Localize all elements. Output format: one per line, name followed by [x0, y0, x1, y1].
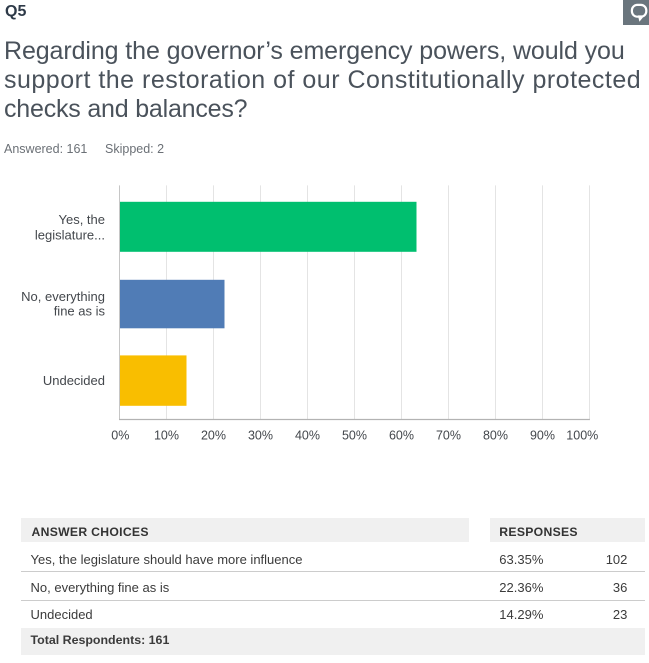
svg-text:100%: 100% [566, 428, 598, 442]
svg-text:legislature...: legislature... [35, 228, 105, 243]
svg-text:40%: 40% [295, 428, 320, 442]
svg-text:fine as is: fine as is [54, 303, 106, 318]
svg-text:20%: 20% [201, 428, 226, 442]
svg-text:60%: 60% [389, 428, 414, 442]
svg-text:Undecided: Undecided [43, 373, 105, 388]
svg-text:50%: 50% [342, 428, 367, 442]
svg-text:90%: 90% [530, 428, 555, 442]
svg-text:0%: 0% [111, 428, 129, 442]
svg-text:Yes, the: Yes, the [58, 212, 105, 227]
svg-text:80%: 80% [483, 428, 508, 442]
svg-text:70%: 70% [436, 428, 461, 442]
svg-text:30%: 30% [248, 428, 273, 442]
svg-text:10%: 10% [154, 428, 179, 442]
svg-text:No, everything: No, everything [21, 289, 105, 304]
